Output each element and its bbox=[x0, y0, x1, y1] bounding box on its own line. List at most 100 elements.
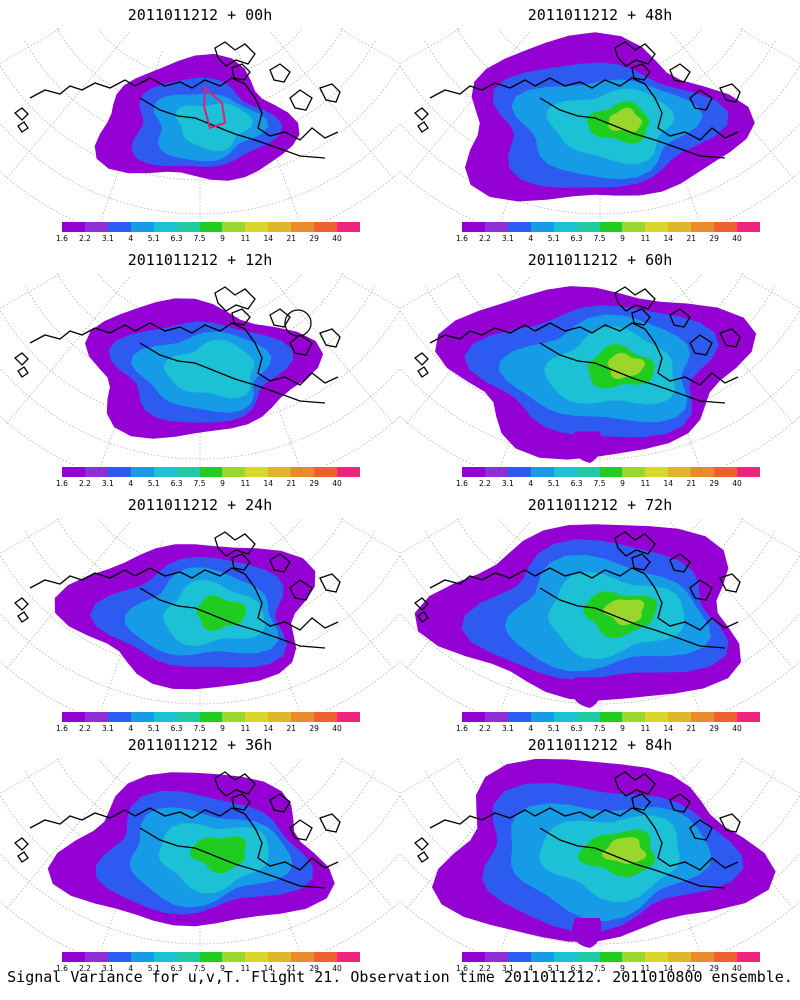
coastline bbox=[719, 328, 741, 348]
colorbar-tick-label: 7.5 bbox=[593, 964, 606, 973]
coastline bbox=[231, 793, 251, 811]
colorbar-swatch bbox=[599, 222, 623, 232]
colorbar-swatch bbox=[107, 712, 131, 722]
colorbar-tick-label: 9 bbox=[620, 234, 625, 243]
colorbar-swatch bbox=[714, 467, 738, 477]
colorbar-labels: 1.6 2.2 3.1 4 5.1 6.3 7.5 9 11 14 21 29 40 bbox=[456, 724, 760, 734]
panel-title: 2011011212 + 84h bbox=[527, 736, 673, 754]
coastline bbox=[29, 324, 136, 344]
variance-map bbox=[0, 518, 400, 710]
coastline bbox=[231, 308, 251, 326]
colorbar-tick-label: 7.5 bbox=[193, 234, 206, 243]
colorbar-tick-label: 40 bbox=[332, 964, 342, 973]
colorbar-tick-label: 7.5 bbox=[593, 724, 606, 733]
coastline bbox=[631, 308, 651, 326]
graticule-meridian bbox=[737, 273, 800, 309]
coastline bbox=[429, 324, 536, 344]
coastline bbox=[534, 567, 646, 579]
colorbar-tick-label: 3.1 bbox=[501, 964, 514, 973]
colorbar-tick-label: 9 bbox=[220, 964, 225, 973]
coastline bbox=[319, 813, 341, 833]
colorbar-swatch bbox=[84, 467, 108, 477]
colorbar-tick-label: 7.5 bbox=[193, 479, 206, 488]
colorbar-tick-label: 40 bbox=[732, 724, 742, 733]
colorbar-swatch bbox=[130, 712, 154, 722]
colorbar-tick-label: 6.3 bbox=[170, 724, 183, 733]
coastline bbox=[689, 89, 713, 111]
colorbar-tick-label: 9 bbox=[220, 234, 225, 243]
colorbar-swatch bbox=[714, 222, 738, 232]
colorbar-tick-label: 1.6 bbox=[56, 234, 68, 243]
colorbar-swatch bbox=[337, 952, 360, 962]
graticule-parallel bbox=[56, 518, 344, 603]
colorbar bbox=[462, 952, 760, 962]
colorbar-swatch bbox=[314, 222, 338, 232]
coastline bbox=[539, 97, 726, 159]
colorbar-tick-label: 2.2 bbox=[78, 479, 91, 488]
colorbar-tick-label: 21 bbox=[286, 479, 296, 488]
graticule-meridian bbox=[400, 518, 463, 554]
colorbar-tick-label: 4 bbox=[528, 964, 534, 973]
variance-contour bbox=[196, 595, 247, 631]
graticule-parallel bbox=[400, 367, 800, 460]
coastline bbox=[417, 851, 429, 863]
colorbar-swatch bbox=[691, 712, 715, 722]
colorbar-tick-label: 4 bbox=[528, 479, 534, 488]
colorbar-swatch bbox=[691, 222, 715, 232]
coastline bbox=[134, 567, 246, 579]
graticule-meridian bbox=[6, 762, 130, 909]
graticule-parallel bbox=[0, 122, 400, 215]
colorbar-swatch bbox=[245, 952, 269, 962]
panel-title: 2011011212 + 36h bbox=[127, 736, 273, 754]
colorbar-swatch bbox=[291, 952, 315, 962]
coastline bbox=[429, 569, 536, 589]
coastline bbox=[669, 793, 691, 813]
colorbar-swatch bbox=[530, 222, 554, 232]
coastline bbox=[13, 597, 29, 611]
graticule-meridian bbox=[337, 758, 400, 794]
colorbar-tick-label: 3.1 bbox=[101, 234, 114, 243]
colorbar-swatch bbox=[130, 467, 154, 477]
colorbar-swatch bbox=[484, 952, 508, 962]
colorbar-tick-label: 40 bbox=[332, 234, 342, 243]
colorbar bbox=[462, 222, 760, 232]
coastline bbox=[669, 63, 691, 83]
graticule-meridian bbox=[270, 277, 394, 424]
colorbar-tick-label: 40 bbox=[332, 479, 342, 488]
coastline bbox=[289, 89, 313, 111]
graticule-meridian bbox=[0, 28, 63, 64]
colorbar-tick-label: 11 bbox=[640, 724, 651, 733]
colorbar-swatch bbox=[130, 952, 154, 962]
colorbar-tick-label: 2.2 bbox=[78, 724, 91, 733]
variance-contour bbox=[602, 837, 647, 864]
colorbar-swatch bbox=[199, 712, 223, 722]
colorbar-tick-label: 21 bbox=[286, 964, 296, 973]
coastline bbox=[534, 322, 646, 334]
coastline bbox=[269, 63, 291, 83]
coastline bbox=[669, 308, 691, 328]
colorbar-tick-label: 5.1 bbox=[147, 234, 160, 243]
colorbar-tick-label: 14 bbox=[663, 234, 674, 243]
colorbar-tick-label: 14 bbox=[663, 724, 674, 733]
colorbar-tick-label: 5.1 bbox=[547, 724, 560, 733]
coastline bbox=[413, 107, 429, 121]
colorbar-tick-label: 29 bbox=[709, 234, 719, 243]
variance-map bbox=[0, 28, 400, 220]
colorbar-tick-label: 14 bbox=[263, 479, 274, 488]
colorbar-swatch bbox=[62, 952, 85, 962]
coastline bbox=[644, 328, 739, 386]
graticule-parallel bbox=[56, 273, 344, 358]
graticule-meridian bbox=[400, 273, 463, 309]
graticule-meridian bbox=[0, 518, 63, 554]
colorbar-swatch bbox=[199, 952, 223, 962]
colorbar-swatch bbox=[314, 467, 338, 477]
colorbar-tick-label: 11 bbox=[240, 234, 251, 243]
coastline bbox=[631, 553, 651, 571]
colorbar bbox=[62, 467, 360, 477]
colorbar-swatch bbox=[599, 952, 623, 962]
coastline bbox=[29, 809, 136, 829]
panel-title: 2011011212 + 72h bbox=[527, 496, 673, 514]
colorbar-swatch bbox=[268, 467, 292, 477]
coastline bbox=[644, 813, 739, 871]
colorbar-tick-label: 3.1 bbox=[501, 234, 514, 243]
